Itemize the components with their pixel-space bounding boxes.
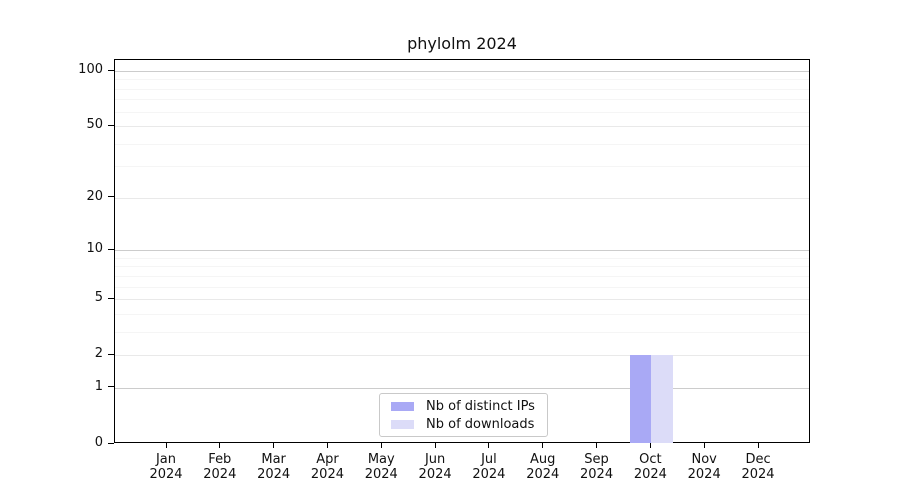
x-tick-month: Sep	[584, 452, 609, 467]
x-tick-month: Apr	[316, 452, 339, 467]
y-tick-mark	[108, 297, 114, 299]
x-tick-year: 2024	[580, 467, 614, 482]
y-major-gridline	[115, 126, 809, 128]
y-minor-gridline	[115, 313, 809, 315]
y-axis-tick-label: 1	[94, 378, 103, 394]
y-minor-gridline	[115, 275, 809, 277]
x-tick-month: Jan	[155, 452, 177, 467]
y-minor-gridline	[115, 99, 809, 101]
legend: Nb of distinct IPs Nb of downloads	[379, 393, 548, 437]
x-tick-month: Feb	[208, 452, 232, 467]
y-minor-gridline	[115, 266, 809, 268]
legend-swatch	[391, 419, 414, 429]
y-minor-gridline	[115, 257, 809, 259]
legend-swatch	[391, 401, 414, 411]
y-tick-mark	[108, 353, 114, 355]
y-axis-tick-label: 20	[86, 188, 103, 204]
x-tick-mark	[434, 443, 436, 448]
y-tick-mark	[108, 124, 114, 126]
bar-distinct-ips	[629, 355, 652, 443]
x-axis-tick-label: Jul 2024	[462, 452, 516, 482]
x-tick-mark	[757, 443, 759, 448]
x-axis-tick-label: Jun 2024	[408, 452, 462, 482]
x-tick-mark	[380, 443, 382, 448]
x-axis-tick-label: Apr 2024	[300, 452, 354, 482]
y-tick-mark	[108, 248, 114, 250]
x-tick-year: 2024	[472, 467, 506, 482]
legend-label: Nb of distinct IPs	[426, 398, 535, 414]
x-axis-tick-label: Feb 2024	[193, 452, 247, 482]
y-major-gridline	[115, 387, 809, 389]
x-tick-mark	[273, 443, 275, 448]
x-tick-year: 2024	[418, 467, 452, 482]
x-tick-month: Oct	[639, 452, 662, 467]
y-axis-tick-label: 100	[78, 62, 103, 77]
x-tick-mark	[219, 443, 221, 448]
legend-label: Nb of downloads	[426, 416, 535, 432]
x-axis-tick-label: Dec 2024	[731, 452, 785, 482]
x-tick-mark	[542, 443, 544, 448]
y-minor-gridline	[115, 286, 809, 288]
x-tick-year: 2024	[257, 467, 291, 482]
x-tick-year: 2024	[633, 467, 667, 482]
x-tick-month: Aug	[530, 452, 556, 467]
x-tick-year: 2024	[687, 467, 721, 482]
y-minor-gridline	[115, 166, 809, 168]
x-axis-tick-label: Aug 2024	[516, 452, 570, 482]
x-tick-mark	[165, 443, 167, 448]
y-tick-mark	[108, 69, 114, 71]
y-major-gridline	[115, 71, 809, 72]
x-tick-month: May	[367, 452, 395, 467]
plot-area	[114, 59, 810, 443]
x-tick-month: Mar	[261, 452, 286, 467]
x-tick-year: 2024	[741, 467, 775, 482]
y-tick-mark	[108, 196, 114, 198]
legend-item: Nb of downloads	[391, 415, 547, 433]
y-axis-tick-label: 50	[86, 117, 103, 133]
y-minor-gridline	[115, 331, 809, 333]
y-tick-mark	[108, 442, 114, 444]
x-tick-month: Jul	[481, 452, 497, 467]
x-tick-mark	[703, 443, 705, 448]
y-major-gridline	[115, 299, 809, 301]
y-axis-tick-label: 2	[94, 346, 103, 362]
x-axis-tick-label: Jan 2024	[139, 452, 193, 482]
y-major-gridline	[115, 197, 809, 199]
x-tick-mark	[649, 443, 651, 448]
x-tick-mark	[488, 443, 490, 448]
y-axis-tick-label: 10	[86, 241, 103, 257]
y-minor-gridline	[115, 79, 809, 81]
legend-item: Nb of distinct IPs	[391, 397, 547, 415]
x-axis-tick-label: May 2024	[354, 452, 408, 482]
y-minor-gridline	[115, 143, 809, 145]
x-tick-month: Dec	[745, 452, 771, 467]
x-axis-tick-label: Oct 2024	[623, 452, 677, 482]
y-tick-mark	[108, 386, 114, 388]
x-tick-year: 2024	[203, 467, 237, 482]
y-major-gridline	[115, 355, 809, 357]
chart-title: phylolm 2024	[407, 34, 517, 53]
x-tick-month: Nov	[691, 452, 717, 467]
x-axis-tick-label: Nov 2024	[677, 452, 731, 482]
y-minor-gridline	[115, 111, 809, 113]
x-tick-mark	[596, 443, 598, 448]
x-tick-year: 2024	[149, 467, 183, 482]
x-tick-mark	[326, 443, 328, 448]
x-tick-year: 2024	[526, 467, 560, 482]
y-axis-tick-label: 0	[94, 435, 103, 450]
x-axis-tick-label: Mar 2024	[247, 452, 301, 482]
x-tick-year: 2024	[364, 467, 398, 482]
y-minor-gridline	[115, 88, 809, 90]
y-axis-tick-label: 5	[94, 290, 103, 306]
bar-downloads	[651, 355, 673, 443]
x-axis-tick-label: Sep 2024	[570, 452, 624, 482]
x-tick-month: Jun	[424, 452, 446, 467]
x-tick-year: 2024	[310, 467, 344, 482]
y-major-gridline	[115, 250, 809, 252]
